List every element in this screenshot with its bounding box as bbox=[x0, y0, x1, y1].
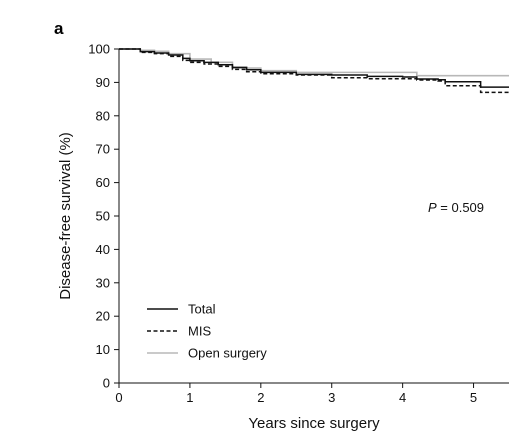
y-tick-label-0: 0 bbox=[103, 376, 110, 391]
x-tick-label-4: 4 bbox=[399, 390, 406, 405]
y-tick-label-4: 40 bbox=[96, 242, 110, 257]
x-tick-label-3: 3 bbox=[328, 390, 335, 405]
x-tick-label-2: 2 bbox=[257, 390, 264, 405]
p-value-text: = 0.509 bbox=[437, 200, 484, 215]
x-tick-label-0: 0 bbox=[115, 390, 122, 405]
p-value-annotation: P = 0.509 bbox=[428, 200, 484, 215]
y-tick-label-7: 70 bbox=[96, 142, 110, 157]
y-tick-label-8: 80 bbox=[96, 108, 110, 123]
legend-label-0: Total bbox=[188, 302, 216, 317]
legend: Total MIS Open surgery bbox=[147, 302, 267, 361]
x-ticks: 0 1 2 3 4 5 bbox=[115, 383, 477, 405]
legend-label-2: Open surgery bbox=[188, 346, 267, 361]
series-line-open-surgery bbox=[119, 48, 509, 77]
y-tick-label-9: 90 bbox=[96, 75, 110, 90]
y-axis-title: Disease-free survival (%) bbox=[57, 132, 74, 300]
x-tick-label-1: 1 bbox=[186, 390, 193, 405]
y-tick-label-6: 60 bbox=[96, 175, 110, 190]
y-tick-label-3: 30 bbox=[96, 275, 110, 290]
legend-label-1: MIS bbox=[188, 324, 211, 339]
series-line-mis bbox=[119, 48, 509, 94]
series-line-total bbox=[119, 48, 509, 88]
x-tick-label-5: 5 bbox=[470, 390, 477, 405]
plot-lines bbox=[119, 48, 509, 94]
panel-label: a bbox=[54, 19, 64, 38]
x-axis-title: Years since surgery bbox=[248, 415, 380, 432]
y-tick-label-1: 10 bbox=[96, 342, 110, 357]
p-value-symbol: P bbox=[428, 200, 437, 215]
y-tick-label-10: 100 bbox=[88, 42, 110, 57]
y-ticks: 0 10 20 30 40 50 60 70 80 90 100 bbox=[88, 42, 119, 391]
y-tick-label-2: 20 bbox=[96, 309, 110, 324]
y-tick-label-5: 50 bbox=[96, 209, 110, 224]
